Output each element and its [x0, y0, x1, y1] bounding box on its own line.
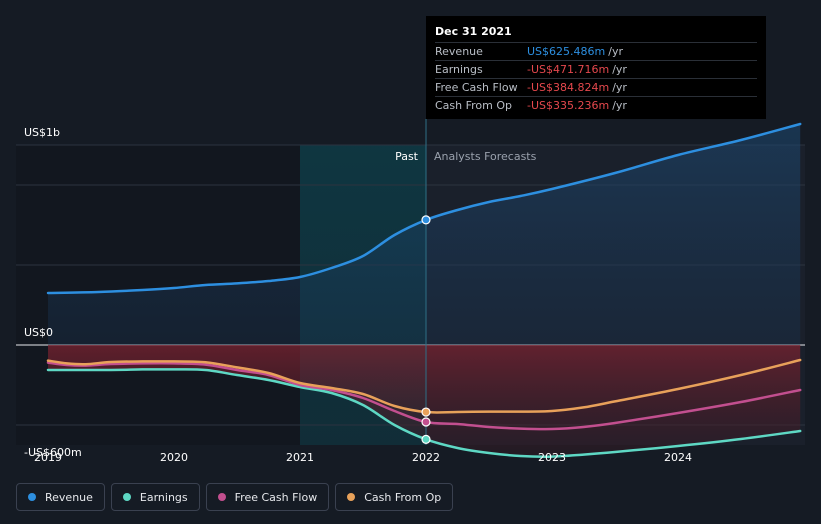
tooltip-value: US$625.486m: [527, 45, 606, 58]
tooltip-value: -US$471.716m: [527, 63, 610, 76]
legend-dot-icon: [122, 493, 131, 501]
legend-label: Revenue: [45, 490, 93, 504]
free-cash-flow-line: [46, 361, 802, 431]
legend-label: Free Cash Flow: [234, 490, 318, 504]
tooltip: Dec 31 2021 Revenue US$625.486m /yr Earn…: [426, 16, 766, 119]
legend-label: Cash From Op: [364, 490, 442, 504]
legend-item-earnings[interactable]: Earnings: [110, 483, 200, 511]
x-tick-label: 2021: [286, 451, 314, 464]
legend: Revenue Earnings Free Cash Flow Cash Fro…: [16, 483, 454, 511]
tooltip-label: Revenue: [435, 45, 483, 58]
past-label: Past: [395, 150, 419, 163]
tooltip-unit: /yr: [608, 45, 623, 58]
revenue-area: [48, 124, 801, 345]
y-axis-label: US$1b: [24, 126, 60, 139]
free-cash-flow-marker: [421, 417, 431, 427]
y-axis-label: US$0: [24, 326, 53, 339]
legend-item-free-cash-flow[interactable]: Free Cash Flow: [205, 483, 330, 511]
x-tick-label: 2023: [538, 451, 566, 464]
legend-dot-icon: [217, 493, 226, 501]
revenue-marker: [421, 215, 431, 225]
legend-label: Earnings: [139, 490, 188, 504]
x-tick-label: 2022: [412, 451, 440, 464]
tooltip-label: Cash From Op: [435, 99, 513, 112]
cash-from-op-marker: [421, 407, 431, 417]
tooltip-row-free-cash-flow: Free Cash Flow -US$384.824m /yr: [435, 78, 757, 96]
tooltip-row-earnings: Earnings -US$471.716m /yr: [435, 60, 757, 78]
x-tick-label: 2020: [160, 451, 188, 464]
tooltip-row-cash-from-op: Cash From Op -US$335.236m /yr: [435, 96, 757, 114]
earnings-marker: [421, 434, 431, 444]
revenue-line: [46, 122, 802, 295]
x-tick-label: 2024: [664, 451, 692, 464]
tooltip-date: Dec 31 2021: [435, 25, 512, 38]
legend-dot-icon: [347, 493, 356, 501]
tooltip-unit: /yr: [612, 99, 627, 112]
tooltip-value: -US$384.824m: [527, 81, 610, 94]
y-axis-label: -US$600m: [24, 446, 82, 459]
tooltip-unit: /yr: [612, 81, 627, 94]
earnings-line: [46, 368, 802, 458]
cash-from-op-line: [46, 358, 802, 414]
negative-area: [48, 345, 801, 457]
legend-item-cash-from-op[interactable]: Cash From Op: [335, 483, 454, 511]
tooltip-value: -US$335.236m: [527, 99, 610, 112]
legend-dot-icon: [28, 493, 36, 501]
x-tick-label: 2019: [34, 451, 62, 464]
tooltip-row-revenue: Revenue US$625.486m /yr: [435, 42, 757, 60]
forecast-label: Analysts Forecasts: [434, 150, 537, 163]
tooltip-label: Earnings: [435, 63, 483, 76]
legend-item-revenue[interactable]: Revenue: [16, 483, 105, 511]
tooltip-label: Free Cash Flow: [435, 81, 518, 94]
tooltip-unit: /yr: [612, 63, 627, 76]
